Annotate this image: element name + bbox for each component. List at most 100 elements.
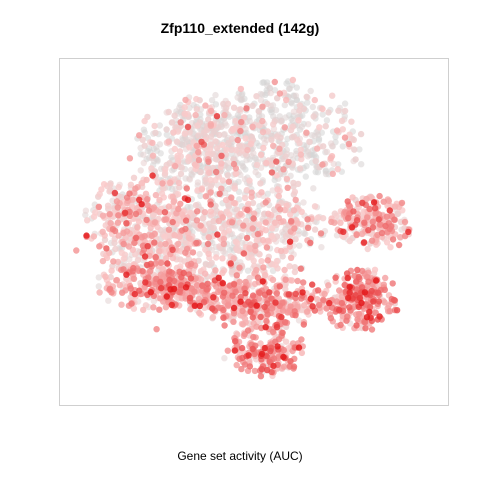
scatter-point bbox=[244, 327, 252, 334]
scatter-point bbox=[224, 159, 231, 166]
scatter-point bbox=[220, 306, 227, 314]
scatter-point bbox=[376, 192, 383, 200]
scatter-point bbox=[309, 103, 316, 111]
scatter-point bbox=[138, 201, 145, 208]
scatter-point bbox=[323, 148, 331, 155]
scatter-point bbox=[163, 293, 170, 300]
scatter-point bbox=[274, 186, 281, 193]
scatter-point bbox=[220, 235, 228, 243]
scatter-point bbox=[103, 245, 110, 252]
scatter-point bbox=[229, 292, 236, 299]
scatter-point bbox=[177, 200, 184, 207]
scatter-point bbox=[162, 240, 169, 247]
scatter-point bbox=[113, 198, 121, 205]
scatter-point bbox=[345, 214, 352, 222]
scatter-point bbox=[211, 128, 218, 136]
scatter-point bbox=[141, 117, 148, 125]
scatter-point bbox=[174, 152, 181, 160]
scatter-point bbox=[127, 181, 135, 188]
color-scale-caption: Gene set activity (AUC) bbox=[177, 449, 303, 463]
scatter-point bbox=[322, 123, 329, 130]
scatter-point bbox=[218, 152, 225, 159]
scatter-point bbox=[95, 203, 103, 210]
scatter-point bbox=[302, 230, 309, 238]
scatter-point bbox=[303, 129, 310, 136]
scatter-point bbox=[244, 146, 251, 154]
scatter-point bbox=[262, 271, 269, 279]
scatter-point bbox=[249, 314, 256, 321]
scatter-point bbox=[224, 100, 232, 107]
scatter-point bbox=[258, 366, 265, 373]
scatter-point bbox=[382, 222, 389, 230]
scatter-point bbox=[160, 273, 167, 280]
scatter-point bbox=[390, 296, 398, 304]
scatter-point bbox=[247, 308, 254, 316]
scatter-point bbox=[286, 243, 293, 250]
scatter-point bbox=[300, 321, 307, 328]
scatter-point bbox=[216, 131, 223, 139]
scatter-point bbox=[259, 117, 266, 125]
scatter-point bbox=[176, 184, 183, 191]
scatter-point bbox=[277, 247, 285, 255]
scatter-point bbox=[99, 257, 107, 265]
scatter-point bbox=[334, 166, 341, 173]
scatter-point bbox=[382, 274, 389, 282]
scatter-point bbox=[256, 289, 264, 297]
scatter-point bbox=[143, 216, 150, 224]
scatter-point bbox=[205, 250, 212, 257]
scatter-point bbox=[156, 209, 163, 216]
scatter-point bbox=[201, 209, 209, 216]
scatter-point bbox=[195, 149, 202, 156]
scatter-point bbox=[196, 302, 203, 310]
scatter-point bbox=[389, 236, 397, 243]
scatter-point bbox=[161, 233, 168, 240]
scatter-point bbox=[306, 138, 313, 145]
scatter-point bbox=[144, 196, 151, 203]
scatter-point bbox=[185, 234, 193, 242]
scatter-point bbox=[387, 244, 394, 251]
scatter-point bbox=[363, 195, 370, 203]
scatter-point bbox=[239, 147, 246, 154]
scatter-point bbox=[240, 250, 248, 257]
scatter-point bbox=[372, 205, 379, 212]
scatter-point bbox=[156, 122, 163, 129]
scatter-point bbox=[186, 144, 193, 151]
scatter-point bbox=[311, 226, 319, 233]
scatter-point bbox=[140, 126, 148, 133]
scatter-point bbox=[327, 315, 335, 322]
scatter-point bbox=[323, 305, 330, 312]
scatter-point bbox=[83, 232, 90, 239]
scatter-point bbox=[355, 310, 363, 318]
scatter-point bbox=[292, 92, 300, 99]
scatter-point bbox=[138, 179, 146, 187]
scatter-point bbox=[257, 180, 264, 187]
scatter-point bbox=[237, 85, 245, 93]
scatter-point bbox=[145, 207, 153, 214]
scatter-point bbox=[141, 232, 148, 240]
scatter-point bbox=[221, 355, 228, 362]
scatter-point bbox=[386, 207, 393, 214]
scatter-point bbox=[262, 227, 269, 234]
scatter-point bbox=[157, 150, 164, 157]
scatter-point bbox=[183, 185, 190, 192]
scatter-point bbox=[175, 240, 182, 248]
scatter-point bbox=[243, 186, 251, 194]
scatter-point bbox=[186, 294, 194, 302]
scatter-point bbox=[344, 294, 352, 302]
scatter-point bbox=[214, 231, 221, 238]
scatter-point bbox=[194, 122, 201, 129]
scatter-point bbox=[281, 266, 288, 274]
scatter-point bbox=[143, 176, 150, 184]
scatter-point bbox=[187, 275, 195, 282]
scatter-point bbox=[236, 142, 243, 149]
scatter-point bbox=[232, 170, 239, 177]
scatter-point bbox=[151, 219, 159, 226]
scatter-point bbox=[222, 196, 230, 204]
scatter-point bbox=[207, 208, 215, 215]
scatter-point bbox=[219, 280, 226, 287]
scatter-point bbox=[261, 344, 268, 352]
scatter-point bbox=[114, 219, 122, 226]
scatter-point bbox=[372, 309, 379, 316]
scatter-point bbox=[230, 310, 238, 317]
scatter-point bbox=[361, 319, 369, 326]
